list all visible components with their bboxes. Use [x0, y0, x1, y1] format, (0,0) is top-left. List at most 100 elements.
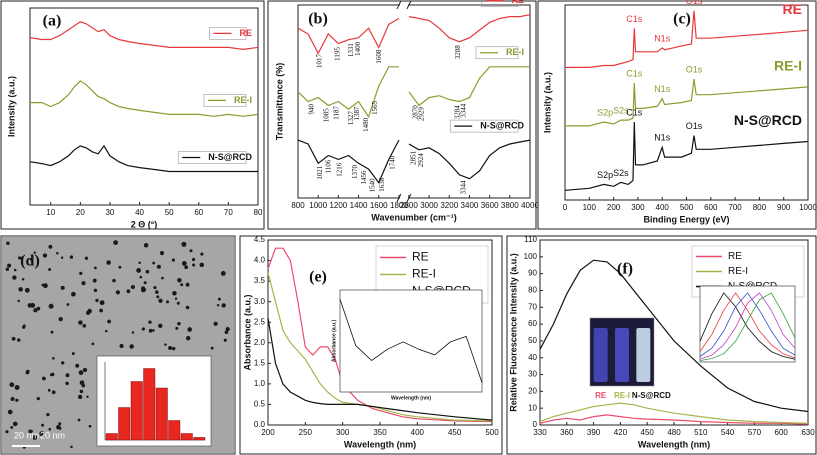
peak-label: 2924 [417, 153, 425, 168]
y-tick-label: 2.0 [254, 338, 266, 347]
nanoparticle [181, 241, 187, 247]
nanoparticle [17, 299, 20, 303]
nanoparticle [24, 287, 30, 293]
nanoparticle [187, 327, 193, 332]
nanoparticle [6, 241, 10, 246]
nanoparticle [152, 261, 156, 265]
panel-frame [239, 235, 503, 455]
x-tick-label: 100 [583, 203, 597, 212]
x-tick-label: 630 [801, 428, 815, 437]
peak-label: 1400 [354, 41, 362, 56]
y-tick-label: 0.5 [254, 400, 266, 409]
nanoparticle [171, 258, 175, 262]
nanoparticle [42, 253, 48, 258]
peak-annotation: C1s [626, 68, 643, 78]
peak-annotation: N1s [654, 133, 671, 143]
y-axis-label: Intensity (a.u.) [542, 72, 552, 133]
peak-annotation: O1s [686, 64, 703, 74]
series-line [539, 259, 809, 413]
y-tick-label: 0.0 [254, 420, 266, 429]
histogram-bar [168, 420, 181, 441]
x-tick-label: 30 [105, 208, 114, 217]
x-tick-label: 20 [76, 208, 85, 217]
x-tick-label: 3600 [481, 201, 499, 210]
nanoparticle [139, 275, 143, 279]
nanoparticle [5, 430, 9, 434]
nanoparticle [27, 303, 33, 308]
nanoparticle [48, 268, 52, 271]
nanoparticle [11, 336, 16, 341]
nanoparticle [7, 409, 13, 415]
series-line [699, 292, 796, 357]
legend-box [481, 0, 519, 7]
nanoparticle [52, 357, 55, 360]
vial [636, 328, 651, 382]
series-line [339, 299, 483, 383]
legend-label: RE [783, 1, 802, 17]
peak-label: 1331 [347, 43, 355, 58]
panel-frame [0, 235, 236, 455]
nanoparticle [7, 263, 12, 268]
x-tick-label: 3200 [440, 201, 458, 210]
histogram-bar [180, 433, 193, 441]
peak-label: 1480 [362, 117, 370, 131]
series-line [297, 139, 400, 184]
x-tick-label: 700 [728, 203, 742, 212]
peak-annotation: S2p [597, 108, 613, 118]
nanoparticle [131, 331, 135, 334]
peak-annotation: S2s [613, 105, 629, 115]
nanoparticle [180, 283, 184, 287]
nanoparticle [158, 298, 163, 303]
nanoparticle [213, 321, 218, 326]
nanoparticle [175, 326, 179, 330]
nanoparticle [69, 255, 74, 259]
nanoparticle [216, 303, 220, 307]
histogram-bar [143, 368, 156, 441]
legend-box [449, 119, 519, 133]
plot-area [564, 4, 809, 201]
nanoparticle [82, 323, 87, 328]
nanoparticle [172, 346, 176, 351]
peak-label: 2851 [410, 150, 418, 165]
peak-label: 1106 [324, 159, 332, 173]
legend-box [209, 27, 247, 40]
x-tick-label: 200 [607, 203, 621, 212]
nanoparticle [88, 424, 92, 428]
series-line [408, 139, 531, 180]
nanoparticle [104, 329, 108, 333]
nanoparticle [199, 262, 205, 268]
y-tick-label: 4.5 [254, 235, 266, 244]
nanoparticle [165, 300, 170, 304]
peak-label: 3344 [459, 103, 467, 118]
x-axis-label: Binding Energy (eV) [643, 214, 729, 224]
nanoparticle [220, 271, 226, 276]
break-mark [406, 0, 412, 10]
y-tick-label: 0 [533, 420, 538, 429]
histogram-bar [130, 381, 143, 441]
nanoparticle [184, 265, 189, 270]
nanoparticle [42, 283, 48, 289]
legend-label: RE [412, 250, 429, 264]
nanoparticle [221, 303, 226, 308]
vial [593, 328, 608, 382]
nanoparticle [81, 383, 86, 388]
photo-label: N-S@RCD [632, 391, 671, 400]
nanoparticle [41, 283, 45, 287]
y-tick-label: 50 [528, 336, 537, 345]
x-tick-label: 330 [533, 428, 547, 437]
nanoparticle [185, 305, 190, 310]
x-tick-label: 50 [165, 208, 174, 217]
y-tick-label: 1.5 [254, 358, 266, 367]
nanoparticle [161, 276, 164, 280]
nanoparticle [78, 370, 84, 375]
nanoparticle [185, 282, 190, 287]
y-axis-label: Relative Fluorescence Intensity (a.u.) [508, 253, 518, 412]
series-line [30, 80, 259, 117]
peak-label: 2870 [412, 105, 420, 120]
nanoparticle [99, 308, 103, 313]
peak-label: 1017 [316, 53, 324, 68]
nanoparticle [61, 361, 65, 365]
nanoparticle [22, 325, 26, 329]
nanoparticle [94, 266, 97, 270]
panel-label: (e) [309, 269, 327, 286]
